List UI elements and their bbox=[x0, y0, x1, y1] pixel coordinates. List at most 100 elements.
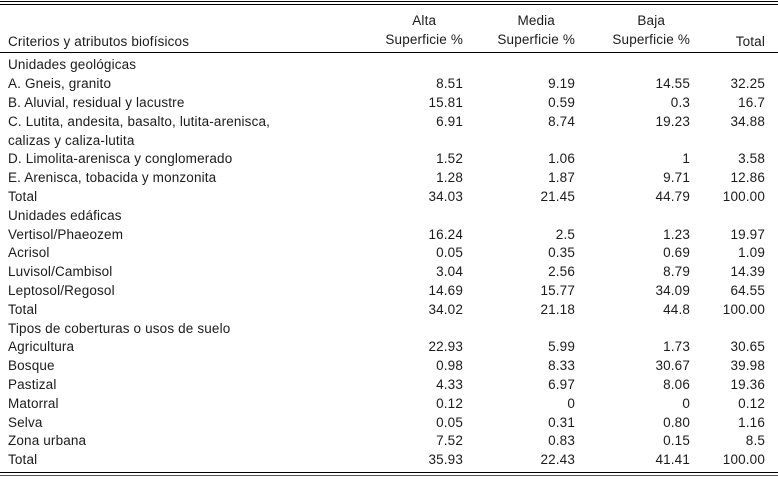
cell-total: 34.88 bbox=[730, 113, 765, 129]
cell-total: 64.55 bbox=[730, 282, 765, 298]
cell-media: 15.77 bbox=[540, 282, 575, 298]
row-label: Bosque bbox=[8, 358, 55, 374]
cell-total: 30.65 bbox=[730, 339, 765, 355]
cell-baja bbox=[575, 320, 690, 339]
table-row: A. Gneis, granito 8.51 9.19 14.55 32.25 bbox=[0, 75, 778, 94]
cell-alta: 35.93 bbox=[428, 452, 463, 468]
cell-alta: 34.03 bbox=[428, 188, 463, 204]
cell-total bbox=[690, 320, 778, 339]
cell-baja bbox=[575, 53, 690, 75]
cell-alta: 14.69 bbox=[428, 282, 463, 298]
cell-media: 0.31 bbox=[548, 414, 575, 430]
cell-alta bbox=[362, 320, 463, 339]
cell-baja: 8.79 bbox=[663, 264, 690, 280]
header-row: Criterios y atributos biofísicos Alta Sup… bbox=[0, 5, 778, 54]
cell-alta: 3.04 bbox=[436, 264, 463, 280]
table-row: C. Lutita, andesita, basalto, lutita-are… bbox=[0, 113, 778, 151]
cell-total: 32.25 bbox=[730, 76, 765, 92]
cell-total: 100.00 bbox=[722, 301, 765, 317]
row-label: B. Aluvial, residual y lacustre bbox=[8, 94, 185, 110]
table-row: Agricultura 22.93 5.99 1.73 30.65 bbox=[0, 338, 778, 357]
cell-total: 1.09 bbox=[738, 245, 765, 261]
section-label: Unidades edáficas bbox=[8, 207, 122, 223]
cell-alta: 4.33 bbox=[436, 376, 463, 392]
table-row: Acrisol 0.05 0.35 0.69 1.09 bbox=[0, 244, 778, 263]
row-label: Zona urbana bbox=[8, 433, 87, 449]
section-label: Tipos de coberturas o usos de suelo bbox=[8, 320, 231, 336]
cell-total: 100.00 bbox=[722, 188, 765, 204]
column-header-baja-stack: Baja Superficie % bbox=[612, 11, 690, 49]
row-label: Selva bbox=[8, 414, 43, 430]
table-row: E. Arenisca, tobacida y monzonita 1.28 1… bbox=[0, 169, 778, 188]
cell-media: 22.43 bbox=[540, 452, 575, 468]
cell-media: 2.56 bbox=[548, 264, 575, 280]
cell-total: 100.00 bbox=[722, 452, 765, 468]
cell-baja: 19.23 bbox=[655, 113, 690, 129]
cell-baja: 41.41 bbox=[655, 452, 690, 468]
column-header-total: Total bbox=[690, 5, 778, 54]
cell-baja: 44.8 bbox=[663, 301, 690, 317]
cell-media: 1.06 bbox=[548, 151, 575, 167]
cell-alta: 6.91 bbox=[436, 113, 463, 129]
cell-baja: 9.71 bbox=[663, 170, 690, 186]
cell-media: 6.97 bbox=[548, 376, 575, 392]
cell-alta: 15.81 bbox=[428, 94, 463, 110]
cell-total bbox=[690, 207, 778, 226]
section-label: Unidades geológicas bbox=[8, 57, 137, 73]
column-header-baja: Baja Superficie % bbox=[575, 5, 690, 54]
cell-total: 19.97 bbox=[730, 226, 765, 242]
cell-baja: 30.67 bbox=[655, 358, 690, 374]
cell-total: 16.7 bbox=[738, 94, 765, 110]
column-header-criterios: Criterios y atributos biofísicos bbox=[0, 5, 362, 54]
biophysical-criteria-table: Criterios y atributos biofísicos Alta Sup… bbox=[0, 5, 778, 470]
table-row: Zona urbana 7.52 0.83 0.15 8.5 bbox=[0, 432, 778, 451]
cell-media: 0.83 bbox=[548, 433, 575, 449]
cell-baja: 14.55 bbox=[655, 76, 690, 92]
row-label: C. Lutita, andesita, basalto, lutita-are… bbox=[0, 113, 362, 151]
cell-media: 0.35 bbox=[548, 245, 575, 261]
cell-baja: 44.79 bbox=[655, 188, 690, 204]
table-row: Pastizal 4.33 6.97 8.06 19.36 bbox=[0, 376, 778, 395]
cell-media bbox=[463, 320, 575, 339]
cell-baja bbox=[575, 207, 690, 226]
row-label: Vertisol/Phaeozem bbox=[8, 226, 124, 242]
cell-media: 2.5 bbox=[555, 226, 575, 242]
row-label: Luvisol/Cambisol bbox=[8, 264, 113, 280]
cell-baja: 0.3 bbox=[670, 94, 690, 110]
column-header-alta: Alta Superficie % bbox=[362, 5, 463, 54]
row-label-line2: calizas y caliza-lutita bbox=[8, 132, 135, 148]
cell-alta bbox=[362, 53, 463, 75]
cell-total bbox=[690, 53, 778, 75]
cell-total: 1.16 bbox=[738, 414, 765, 430]
table-row: Vertisol/Phaeozem 16.24 2.5 1.23 19.97 bbox=[0, 226, 778, 245]
cell-media: 21.45 bbox=[540, 188, 575, 204]
row-label: Total bbox=[8, 452, 38, 468]
cell-baja: 0.69 bbox=[663, 245, 690, 261]
column-header-alta-line1: Alta bbox=[412, 13, 437, 29]
cell-alta: 34.02 bbox=[428, 301, 463, 317]
section-row: Unidades geológicas bbox=[0, 53, 778, 75]
table-row: D. Limolita-arenisca y conglomerado 1.52… bbox=[0, 150, 778, 169]
table-top-rule bbox=[0, 1, 778, 6]
cell-alta: 1.28 bbox=[436, 170, 463, 186]
cell-alta: 0.05 bbox=[436, 414, 463, 430]
table-header: Criterios y atributos biofísicos Alta Sup… bbox=[0, 5, 778, 54]
cell-baja: 8.06 bbox=[663, 376, 690, 392]
table-row: Luvisol/Cambisol 3.04 2.56 8.79 14.39 bbox=[0, 263, 778, 282]
cell-total: 3.58 bbox=[738, 151, 765, 167]
cell-total: 39.98 bbox=[730, 358, 765, 374]
column-header-baja-line2: Superficie % bbox=[612, 32, 690, 48]
column-header-alta-stack: Alta Superficie % bbox=[385, 11, 463, 49]
cell-media: 1.87 bbox=[548, 170, 575, 186]
cell-media: 9.19 bbox=[548, 76, 575, 92]
table-row: Bosque 0.98 8.33 30.67 39.98 bbox=[0, 357, 778, 376]
column-header-media-line2: Superficie % bbox=[497, 32, 575, 48]
table-body: Unidades geológicas A. Gneis, granito 8.… bbox=[0, 53, 778, 470]
cell-alta: 8.51 bbox=[436, 76, 463, 92]
column-header-alta-line2: Superficie % bbox=[385, 32, 463, 48]
cell-media bbox=[463, 53, 575, 75]
row-label: D. Limolita-arenisca y conglomerado bbox=[8, 151, 233, 167]
cell-alta: 0.05 bbox=[436, 245, 463, 261]
cell-total: 19.36 bbox=[730, 376, 765, 392]
